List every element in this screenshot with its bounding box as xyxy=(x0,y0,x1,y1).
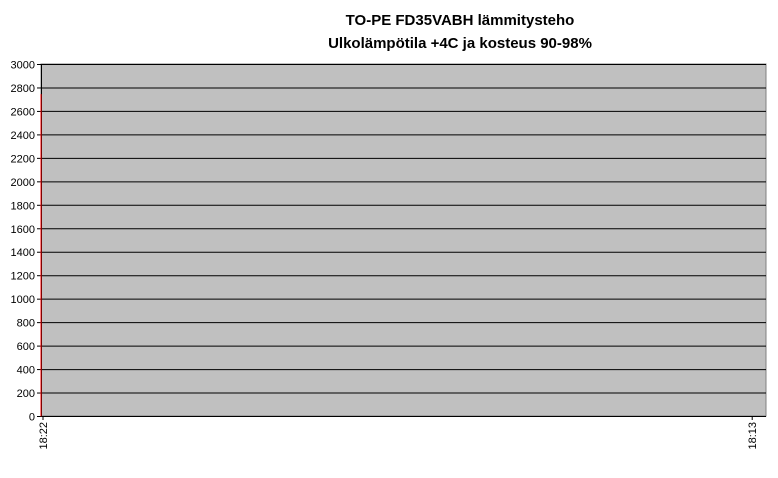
y-tick-label: 2200 xyxy=(11,153,35,165)
y-tick-label: 1400 xyxy=(11,247,35,259)
y-tick-label: 1200 xyxy=(11,271,35,283)
chart-subtitle: Ulkolämpötila +4C ja kosteus 90-98% xyxy=(328,35,592,52)
x-axis: 18:2219:4221:0122:2123:401:002:193:394:5… xyxy=(38,416,766,450)
y-tick-label: 1800 xyxy=(11,200,35,212)
plot-area xyxy=(40,63,767,417)
y-tick-label: 2000 xyxy=(11,177,35,189)
y-tick-label: 1600 xyxy=(11,224,35,236)
x-tick-label: 18:22 xyxy=(38,422,50,450)
y-axis: 0 200 400 600 800 1000 1200 1400 1600 1800 2000 220… xyxy=(11,60,42,424)
y-tick-label: 2600 xyxy=(11,106,35,118)
y-tick-label: 400 xyxy=(17,365,35,377)
chart-title: TO-PE FD35VABH lämmitysteho xyxy=(345,12,575,29)
y-tick-label: 800 xyxy=(17,318,35,330)
y-tick-label: 0 xyxy=(29,412,35,424)
y-tick-label: 200 xyxy=(17,388,35,400)
y-tick-label: 2800 xyxy=(11,83,35,95)
plot-background xyxy=(40,63,767,417)
x-tick-label: 18:13 xyxy=(747,422,759,450)
grid-lines xyxy=(41,64,766,394)
y-tick-label: 3000 xyxy=(11,60,35,72)
y-tick-label: 2400 xyxy=(11,130,35,142)
y-tick-label: 600 xyxy=(17,341,35,353)
y-tick-label: 1000 xyxy=(11,294,35,306)
